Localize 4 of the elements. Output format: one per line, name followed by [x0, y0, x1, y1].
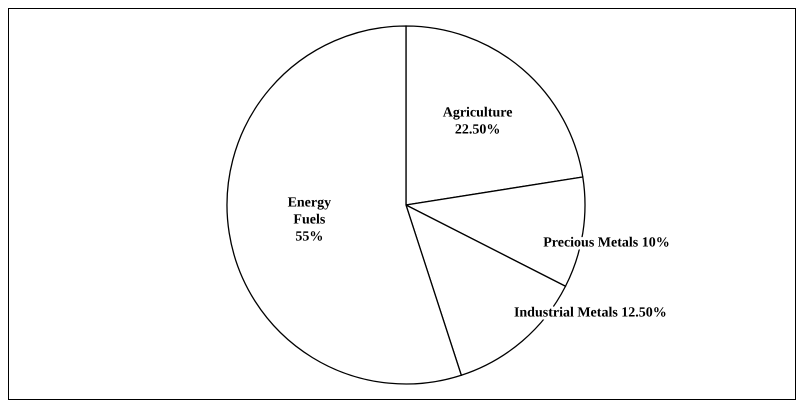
data-label: 22.50% — [454, 122, 500, 137]
slice-label: Energy Fuels — [288, 194, 332, 227]
slice-label: Agriculture — [442, 104, 512, 120]
data-label: 55% — [295, 228, 324, 244]
